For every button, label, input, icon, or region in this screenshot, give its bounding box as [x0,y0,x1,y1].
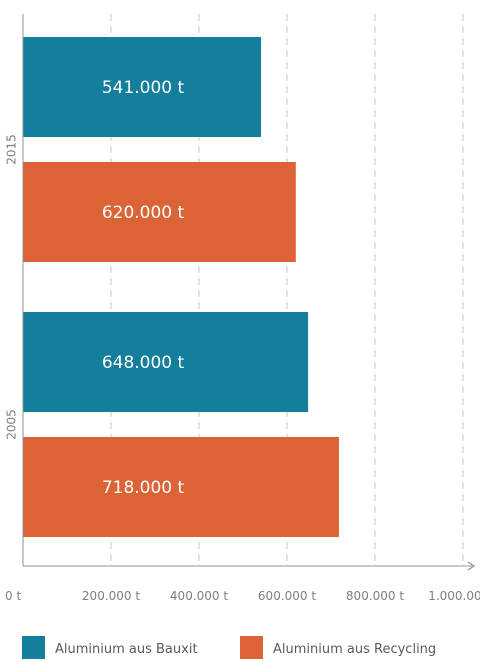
x-tick-label: 200.000 t [82,589,140,603]
x-axis-arrow-icon [467,561,476,571]
bar [23,312,309,412]
category-labels: 2015 2005 [5,134,19,440]
legend-swatch [22,636,45,659]
axis [22,14,476,571]
x-tick-label: 1.000.000 t [428,589,480,603]
x-tick-label: 800.000 t [346,589,404,603]
x-tick-labels: 0 t 200.000 t 400.000 t 600.000 t 800.000 t 1… [5,589,480,603]
bar [23,437,339,537]
x-tick-label: 400.000 t [170,589,228,603]
category-label: 2005 [5,409,19,440]
x-tick-label: 600.000 t [258,589,316,603]
legend-label: Aluminium aus Bauxit [55,642,198,657]
bar-value-label: 648.000 t [102,353,185,373]
legend: Aluminium aus Bauxit Aluminium aus Recycl… [22,636,436,659]
bar-value-label: 620.000 t [102,203,185,223]
bar-value-label: 718.000 t [102,478,185,498]
legend-swatch [240,636,263,659]
bars: 541.000 t 620.000 t 648.000 t 718.000 t [23,37,339,537]
bar-value-label: 541.000 t [102,78,185,98]
bar [23,162,296,262]
x-tick-label: 0 t [5,589,21,603]
legend-label: Aluminium aus Recycling [273,642,436,657]
bar [23,37,262,137]
category-label: 2015 [5,134,19,165]
